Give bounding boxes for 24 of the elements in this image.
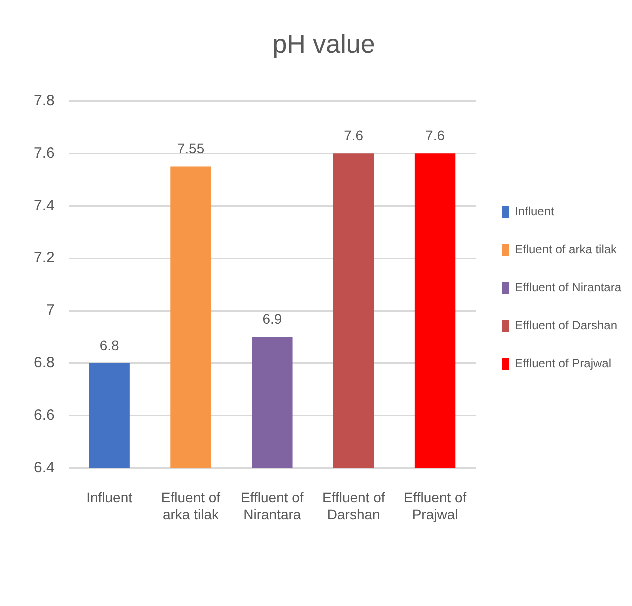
x-tick-label: Influent xyxy=(86,490,133,506)
y-tick-label: 6.6 xyxy=(34,407,55,424)
y-tick-label: 7.4 xyxy=(34,197,55,214)
chart-title: pH value xyxy=(272,28,376,59)
y-tick-label: 7 xyxy=(46,302,55,320)
y-tick-label: 7.8 xyxy=(34,92,55,110)
y-tick-label: 7.2 xyxy=(34,250,55,267)
y-tick-label: 6.8 xyxy=(34,354,55,372)
data-label: 6.9 xyxy=(262,311,282,328)
x-tick-label: Effluent of Prajwal xyxy=(404,490,467,522)
legend-label: Effluent of Nirantara xyxy=(515,280,622,294)
legend-label: Effluent of Prajwal xyxy=(515,356,612,370)
legend-label: Efluent of arka tilak xyxy=(515,242,618,256)
data-label: 7.6 xyxy=(426,128,446,144)
y-tick-label: 7.6 xyxy=(34,144,55,162)
x-tick-label: Effluent of Nirantara xyxy=(241,490,304,522)
x-tick-label: Effluent of Darshan xyxy=(322,490,386,522)
data-label: 7.55 xyxy=(177,140,205,157)
data-label: 7.6 xyxy=(344,128,364,144)
x-tick-label: Efluent of arka tilak xyxy=(161,490,221,522)
legend-label: Influent xyxy=(515,204,556,218)
legend-label: Effluent of Darshan xyxy=(515,318,618,332)
y-tick-label: 6.4 xyxy=(34,460,55,477)
data-label: 6.8 xyxy=(100,337,120,354)
